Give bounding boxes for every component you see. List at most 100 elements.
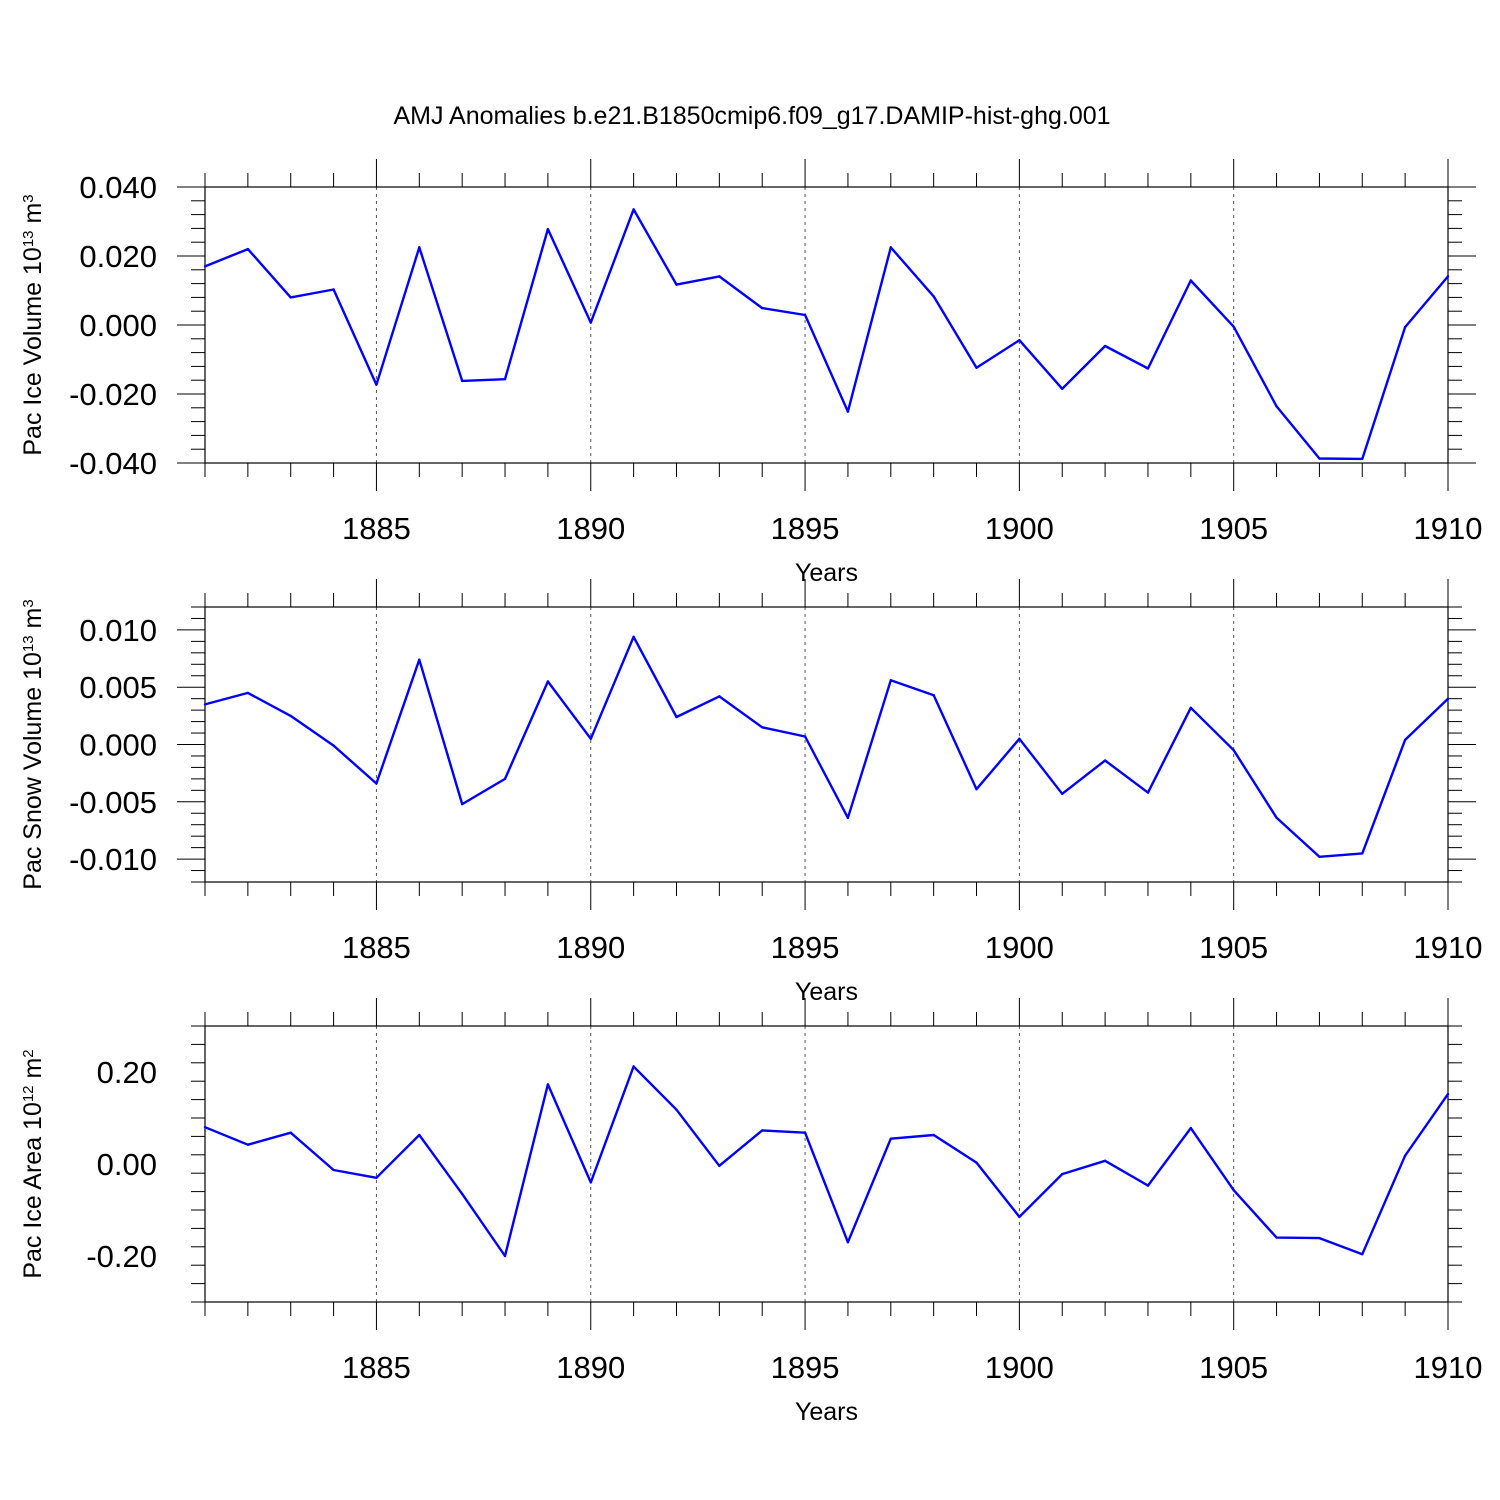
data-point (632, 208, 635, 211)
y-tick-label: -0.20 (86, 1239, 157, 1274)
y-axis-label-base: Pac Snow Volume 10 (19, 652, 47, 890)
y-tick-label: 0.20 (97, 1055, 157, 1090)
data-point (1403, 325, 1407, 329)
data-point (332, 744, 335, 747)
data-point (203, 1126, 207, 1129)
data-point (503, 777, 507, 781)
figure-title: AMJ Anomalies b.e21.B1850cmip6.f09_g17.D… (393, 102, 1110, 130)
data-point (1361, 1252, 1364, 1256)
data-point (761, 726, 764, 729)
y-tick-label: -0.020 (69, 377, 157, 412)
data-point (718, 695, 721, 698)
data-point (1361, 457, 1364, 461)
data-point (718, 1164, 721, 1168)
y-tick-label: -0.040 (69, 446, 157, 481)
data-point (503, 377, 507, 381)
data-point (1318, 855, 1321, 858)
x-tick-label: 1890 (556, 511, 625, 546)
data-point (332, 1168, 335, 1172)
y-tick-label: 0.00 (97, 1147, 157, 1182)
data-point (761, 1129, 764, 1132)
data-point (803, 735, 807, 738)
data-point (1275, 405, 1278, 408)
data-point (1318, 457, 1321, 460)
data-point (418, 658, 421, 661)
data-point (289, 296, 292, 299)
data-point (1061, 1172, 1064, 1176)
data-point (932, 295, 935, 298)
y-tick-label: 0.000 (79, 728, 157, 763)
data-point (246, 247, 250, 251)
data-point (460, 1192, 464, 1196)
x-tick-label: 1905 (1199, 930, 1268, 965)
data-point (1446, 697, 1450, 700)
data-point (718, 275, 721, 278)
data-point (1146, 1184, 1150, 1187)
y-axis-label-exp: 13 (20, 230, 37, 247)
series-line (204, 635, 1449, 858)
x-tick-label: 1900 (985, 1350, 1054, 1385)
data-point (203, 703, 207, 706)
data-point (375, 1176, 378, 1180)
data-point (289, 714, 292, 718)
x-tick-label: 1910 (1414, 930, 1483, 965)
data-point (460, 802, 464, 806)
data-point (1446, 275, 1450, 278)
x-tick-label: 1885 (342, 1350, 411, 1385)
chart-panel-1: -0.040 -0.020 0.000 0.020 0.040 1885 1890 1895 1… (19, 159, 1482, 587)
data-point (289, 1131, 292, 1134)
y-axis-label-unit: m (19, 1058, 47, 1086)
panels: -0.040 -0.020 0.000 0.020 0.040 1885 1890 1895 1… (19, 159, 1482, 1426)
plot-frame (204, 186, 1449, 464)
data-point (589, 1181, 592, 1184)
data-point (1146, 791, 1150, 794)
x-axis-label: Years (795, 978, 858, 1006)
data-point (1275, 1236, 1278, 1239)
data-point (803, 1131, 807, 1134)
data-point (246, 1143, 250, 1146)
data-point (1103, 759, 1107, 762)
data-point (1232, 749, 1235, 752)
x-tick-label: 1910 (1414, 511, 1483, 546)
data-point (1189, 279, 1193, 282)
data-point (675, 1108, 678, 1111)
chart-panel-3: -0.20 0.00 0.20 1885 1890 1895 1900 1905 1910 Yea… (19, 998, 1482, 1426)
data-point (846, 1241, 850, 1244)
data-point (203, 265, 207, 268)
y-tick-label: 0.000 (79, 308, 157, 343)
y-axis-label: Pac Snow Volume 1013 m3 (19, 599, 47, 889)
x-tick-label: 1885 (342, 511, 411, 546)
data-point (375, 383, 378, 386)
y-axis-label-unit: m (19, 608, 47, 636)
data-point (975, 1161, 978, 1164)
data-point (1189, 706, 1193, 710)
data-point (1275, 816, 1278, 820)
x-tick-label: 1905 (1199, 511, 1268, 546)
data-point (546, 1083, 550, 1086)
data-point (1103, 1159, 1107, 1162)
data-point (1403, 1154, 1407, 1157)
y-tick-label: -0.010 (69, 842, 157, 877)
data-point (375, 782, 378, 785)
x-tick-label: 1910 (1414, 1350, 1483, 1385)
series-line (204, 1065, 1449, 1258)
data-point (546, 680, 550, 683)
data-point (761, 306, 764, 310)
data-point (846, 816, 850, 820)
data-point (1446, 1092, 1450, 1096)
data-point (1232, 1189, 1235, 1192)
y-axis-label-base: Pac Ice Volume 10 (19, 247, 47, 455)
data-point (332, 288, 335, 291)
data-point (589, 737, 592, 740)
chart-panel-2: -0.010 -0.005 0.000 0.005 0.010 1885 1890 1895 1… (19, 579, 1482, 1006)
x-axis-label: Years (795, 559, 858, 587)
series-line (204, 208, 1449, 461)
y-axis-label-exp: 12 (20, 1085, 37, 1102)
y-axis-label-unit-exp: 2 (20, 1049, 37, 1057)
x-tick-label: 1895 (771, 930, 840, 965)
data-point (1361, 852, 1364, 855)
data-point (889, 246, 892, 249)
y-tick-label: -0.005 (69, 785, 157, 820)
y-axis-label-exp: 13 (20, 635, 37, 652)
